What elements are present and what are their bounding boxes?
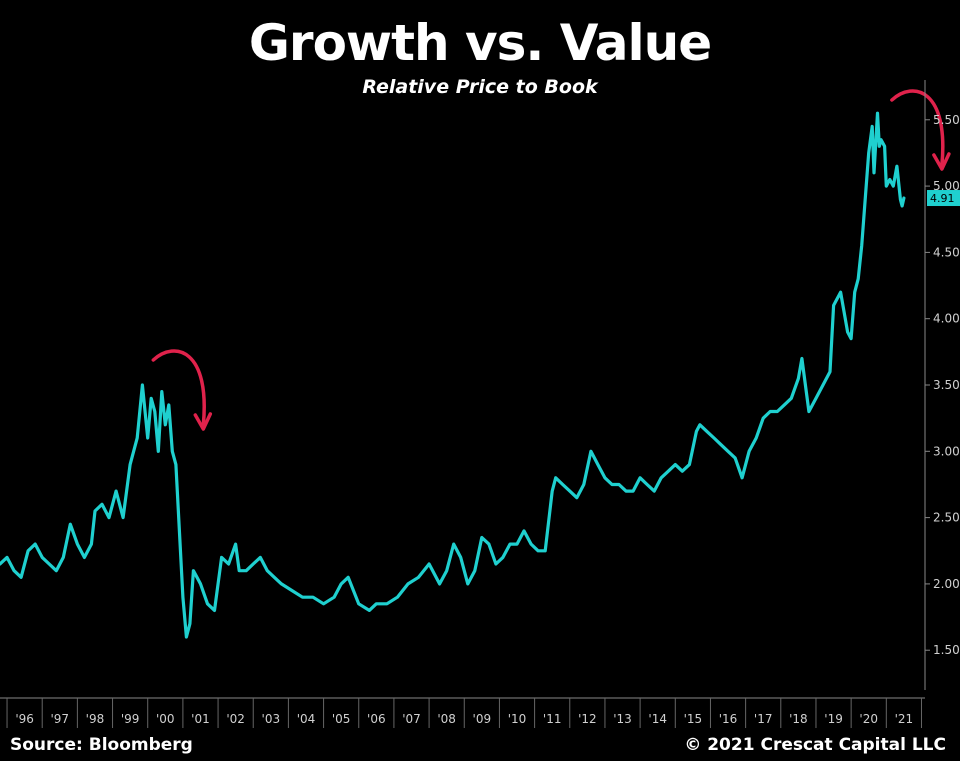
x-tick-label: '05 <box>332 712 351 726</box>
x-tick-label: '13 <box>613 712 632 726</box>
series-line <box>0 111 906 639</box>
y-tick-label: 5.50 <box>933 113 960 127</box>
annotation-arrow-head <box>193 412 213 431</box>
x-tick-label: '01 <box>191 712 210 726</box>
x-tick-label: '99 <box>121 712 140 726</box>
annotation-arrows <box>151 89 951 431</box>
x-tick-label: '00 <box>156 712 175 726</box>
x-tick-label: '21 <box>895 712 914 726</box>
x-tick-label: '18 <box>789 712 808 726</box>
x-tick-label: '07 <box>402 712 421 726</box>
x-tick-label: '11 <box>543 712 562 726</box>
annotation-arrow-curve <box>151 349 206 427</box>
last-value-box <box>927 190 960 207</box>
annotation-arrow-head <box>932 152 951 171</box>
annotation-arrow-curve <box>890 89 945 167</box>
x-tick-label: '08 <box>437 712 456 726</box>
y-tick-label: 3.00 <box>933 444 960 458</box>
last-value-badge: 4.91 <box>927 190 960 207</box>
y-tick-label: 2.00 <box>933 577 960 591</box>
chart-title: Growth vs. Value <box>248 14 712 72</box>
copyright-note: © 2021 Crescat Capital LLC <box>684 735 946 755</box>
x-tick-label: '97 <box>51 712 70 726</box>
x-tick-label: '15 <box>684 712 703 726</box>
x-tick-label: '16 <box>719 712 738 726</box>
x-tick-label: '09 <box>473 712 492 726</box>
series-layer <box>0 111 906 639</box>
x-tick-label: '10 <box>508 712 527 726</box>
y-tick-label: 3.50 <box>933 378 960 392</box>
x-tick-label: '17 <box>754 712 773 726</box>
x-tick-label: '12 <box>578 712 597 726</box>
last-value-label: 4.91 <box>930 192 955 205</box>
x-tick-label: '98 <box>86 712 105 726</box>
y-axis: 1.50 2.00 2.50 3.00 3.50 4.00 4.50 5.00 5.50 <box>924 80 960 690</box>
x-tick-label: '03 <box>262 712 281 726</box>
y-tick-label: 1.50 <box>933 643 960 657</box>
y-tick-label: 5.00 <box>933 179 960 193</box>
chart-subtitle: Relative Price to Book <box>362 76 598 98</box>
source-note: Source: Bloomberg <box>10 735 193 755</box>
x-tick-label: '02 <box>226 712 245 726</box>
x-tick-label: '06 <box>367 712 386 726</box>
y-tick-label: 2.50 <box>933 511 960 525</box>
x-tick-label: '14 <box>648 712 667 726</box>
x-axis: '96 '97 '98 '99 '00 '01 '02 '03 '04 '05 '06 '07 '08 '… <box>0 697 925 728</box>
x-tick-label: '19 <box>824 712 843 726</box>
x-tick-label: '20 <box>859 712 878 726</box>
y-tick-label: 4.00 <box>933 312 960 326</box>
x-tick-label: '96 <box>15 712 34 726</box>
y-tick-label: 4.50 <box>933 245 960 259</box>
x-tick-label: '04 <box>297 712 316 726</box>
